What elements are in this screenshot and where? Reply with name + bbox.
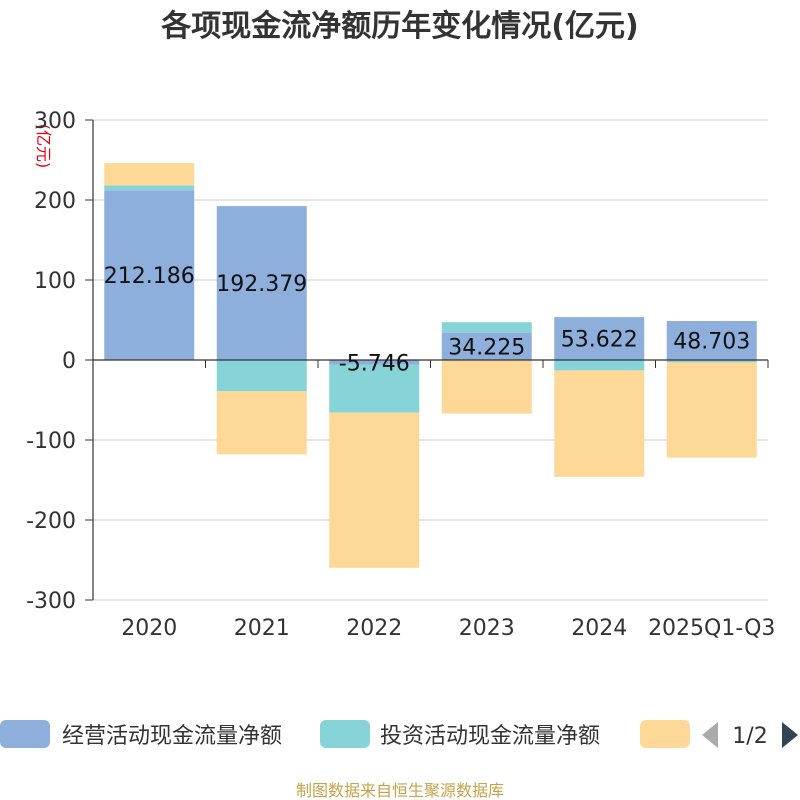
bar-segment-3-2020 — [104, 163, 195, 186]
bar-segment-1-2022 — [329, 360, 420, 365]
bar-segment-2-2021 — [216, 360, 307, 392]
bar-segment-2-2023 — [441, 322, 532, 333]
legend-swatch — [0, 720, 50, 748]
axes: 300 200 100 0 -100 -200 -300 2020 2021 2022 2023 20… — [26, 109, 775, 641]
bar-value-labels: 212.186 192.379 -5.746 34.225 53.622 48.703 — [104, 264, 750, 376]
bar-segment-2-2025Q1-Q3 — [666, 360, 757, 363]
legend-item-2[interactable]: 投资活动现金流量净额 — [320, 720, 600, 749]
bar-segment-3-2025Q1-Q3 — [666, 362, 757, 458]
legend-swatch — [320, 720, 370, 748]
bar-segment-2-2022 — [329, 364, 420, 413]
bar-segment-3-2022 — [329, 412, 420, 568]
x-tick-label: 2022 — [346, 616, 402, 641]
bar-value-label: 192.379 — [216, 272, 307, 297]
bar-value-label: 48.703 — [673, 330, 750, 355]
bar-value-label: 34.225 — [448, 335, 525, 360]
grid-lines — [93, 119, 768, 601]
legend-label: 经营活动现金流量净额 — [62, 724, 282, 749]
y-tick-label: 200 — [34, 189, 76, 214]
data-source-note: 制图数据来自恒生聚源数据库 — [296, 781, 504, 800]
y-tick-label: 100 — [34, 269, 76, 294]
bar-segment-1-2025Q1-Q3 — [666, 321, 757, 360]
x-tick-label: 2021 — [234, 616, 290, 641]
chart-title: 各项现金流净额历年变化情况(亿元) — [160, 9, 638, 44]
bar-segment-3-2021 — [216, 391, 307, 455]
y-tick-label: -200 — [26, 509, 76, 534]
legend-page-indicator: 1/2 — [732, 724, 767, 749]
bar-segment-1-2023 — [441, 332, 532, 360]
bar-segment-1-2024 — [554, 317, 645, 360]
bar-segment-2-2020 — [104, 185, 195, 191]
y-tick-label: 0 — [62, 349, 76, 374]
bar-value-label: 53.622 — [561, 328, 638, 353]
y-tick-label: -100 — [26, 429, 76, 454]
legend: 经营活动现金流量净额 投资活动现金流量净额 — [0, 720, 690, 749]
bar-segment-3-2024 — [554, 370, 645, 477]
legend-label: 投资活动现金流量净额 — [380, 724, 600, 749]
bar-segment-3-2023 — [441, 360, 532, 414]
bar-segment-1-2021 — [216, 206, 307, 360]
bar-value-label: 212.186 — [104, 264, 195, 289]
bar-segment-1-2020 — [104, 190, 195, 360]
legend-item-3[interactable] — [640, 720, 690, 748]
legend-prev-page-icon[interactable] — [702, 722, 718, 748]
bar-series — [104, 163, 757, 568]
x-tick-label: 2025Q1-Q3 — [648, 616, 775, 641]
bar-segment-2-2024 — [554, 360, 645, 371]
legend-item-1[interactable]: 经营活动现金流量净额 — [0, 720, 282, 749]
y-axis-unit-label: (亿元) — [34, 124, 53, 169]
legend-swatch — [640, 720, 690, 748]
x-tick-label: 2024 — [571, 616, 627, 641]
legend-next-page-icon[interactable] — [782, 722, 798, 748]
x-tick-label: 2023 — [459, 616, 515, 641]
legend-pager[interactable]: 1/2 — [702, 722, 798, 749]
x-tick-label: 2020 — [121, 616, 177, 641]
y-tick-label: 300 — [34, 109, 76, 134]
bar-value-label: -5.746 — [339, 351, 410, 376]
y-tick-label: -300 — [26, 589, 76, 614]
